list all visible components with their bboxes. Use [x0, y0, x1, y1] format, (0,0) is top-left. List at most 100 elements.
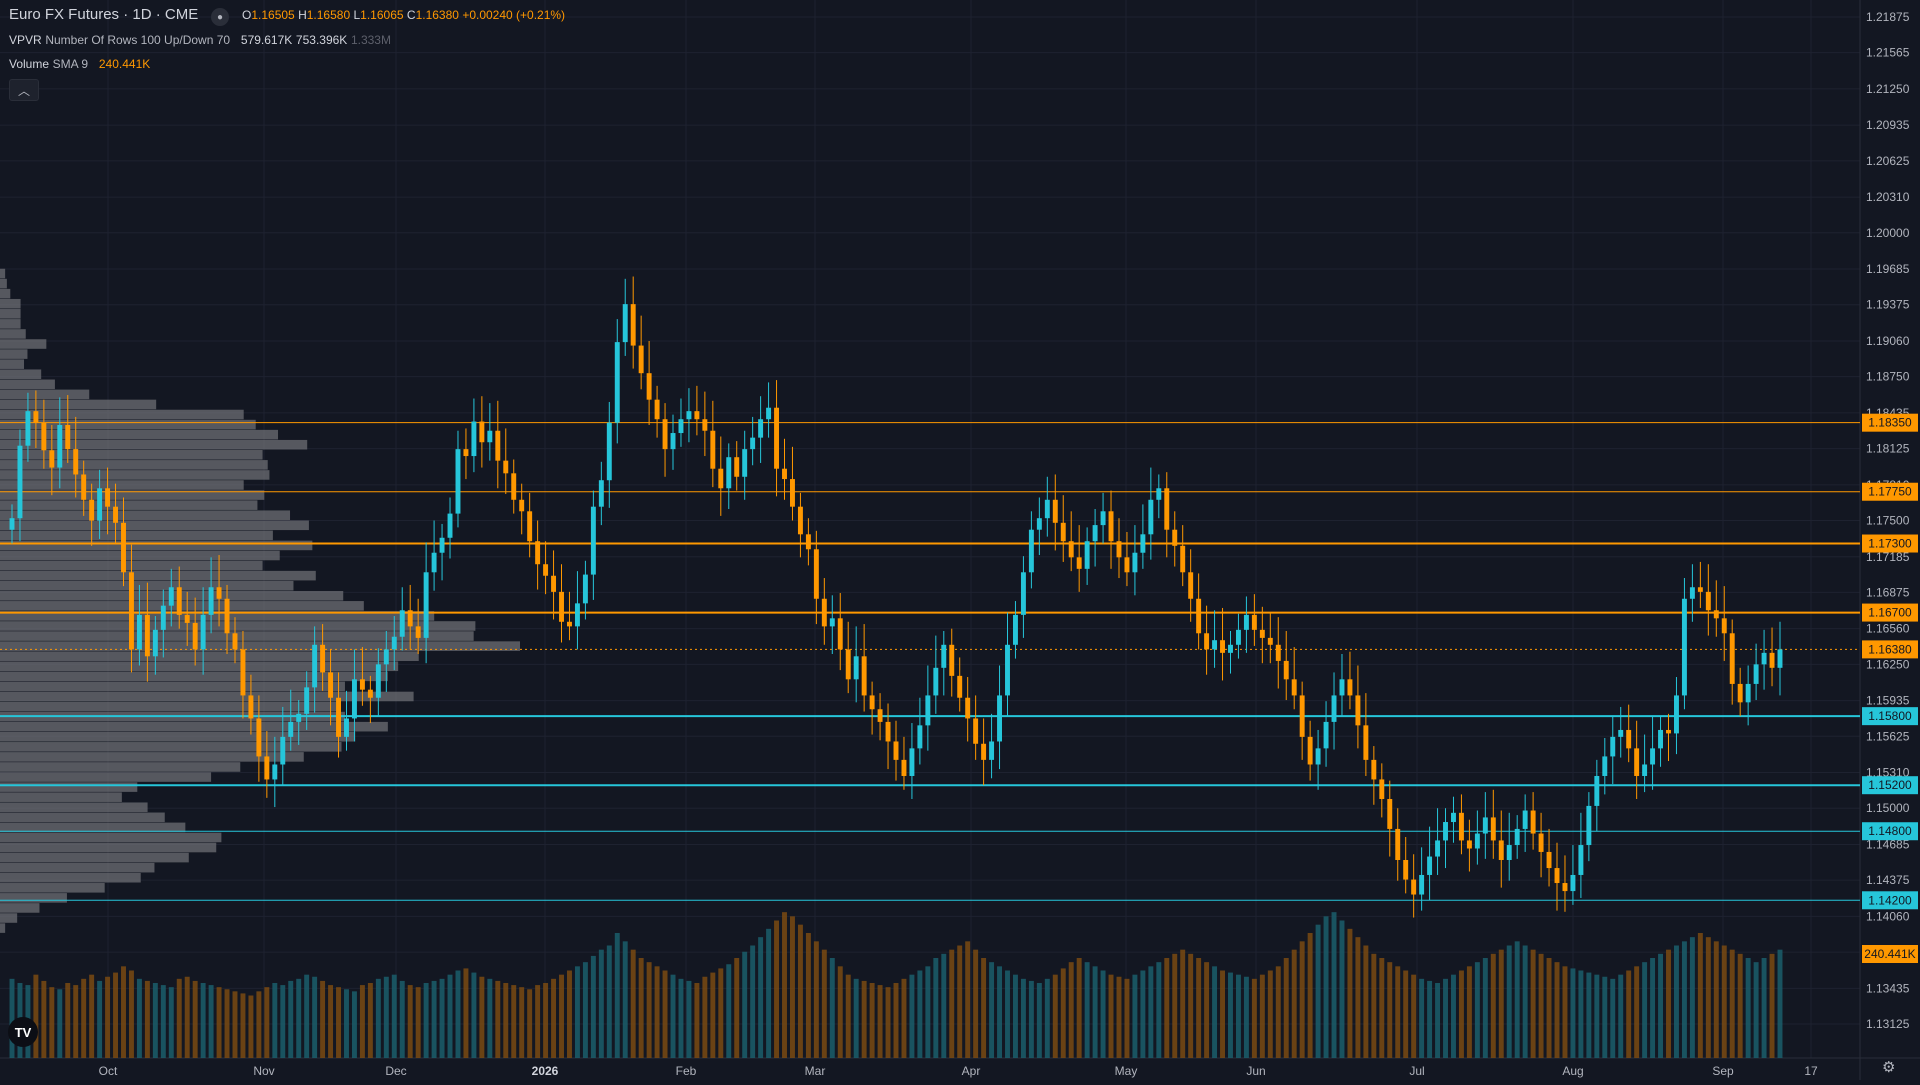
volume-profile-row: [0, 872, 141, 883]
candle-body: [25, 411, 31, 446]
volume-bar: [1514, 941, 1520, 1058]
tradingview-logo[interactable]: TV: [8, 1017, 38, 1047]
volume-bar: [1323, 916, 1329, 1058]
candle-body: [1745, 683, 1751, 703]
volume-bar: [97, 980, 103, 1058]
volume-name[interactable]: Volume: [9, 57, 50, 71]
time-tick-label: Sep: [1712, 1064, 1734, 1078]
close-label: C: [406, 8, 416, 22]
volume-bar: [407, 985, 413, 1058]
volume-profile-row: [0, 268, 6, 279]
volume-profile-row: [0, 369, 42, 380]
price-tick-label: 1.16250: [1866, 657, 1910, 671]
volume-profile-row: [0, 893, 67, 903]
time-axis[interactable]: Oct Nov Dec 2026 Feb Mar Apr May Jun Jul Aug Sep 17: [99, 1064, 1818, 1078]
ohlc-legend: O1.16505 H1.16580 L1.16065 C1.16380 +0.0…: [242, 6, 565, 24]
volume-bar: [1132, 974, 1138, 1058]
volume-bar: [503, 983, 509, 1058]
eye-icon[interactable]: ●: [211, 8, 229, 26]
volume-bar: [105, 976, 111, 1058]
volume-last-label: 240.441K: [1864, 947, 1915, 961]
volume-bar: [264, 987, 270, 1058]
vpvr-name[interactable]: VPVR: [9, 33, 42, 47]
volume-profile-row: [0, 671, 388, 682]
volume-bar: [1458, 970, 1464, 1058]
volume-bar: [1451, 974, 1456, 1058]
candle-body: [766, 407, 772, 420]
vpvr-legend[interactable]: VPVR Number Of Rows 100 Up/Down 70 579.6…: [9, 31, 391, 49]
candle-body: [789, 479, 795, 507]
candle-body: [1602, 756, 1608, 776]
volume-bar: [622, 941, 628, 1058]
volume-profile-row: [0, 580, 294, 591]
candle-body: [144, 614, 150, 657]
time-tick-label: 17: [1804, 1064, 1818, 1078]
volume-bar: [288, 980, 294, 1058]
volume-bar: [1403, 970, 1409, 1058]
vpvr-value-3: 1.333M: [350, 33, 391, 47]
candle-body: [559, 591, 564, 622]
volume-bar: [1538, 953, 1544, 1058]
volume-profile-row: [0, 470, 270, 480]
volume-bar: [821, 949, 827, 1058]
candle-body: [1458, 812, 1464, 841]
volume-bar: [1642, 962, 1648, 1058]
volume-bar: [527, 989, 533, 1058]
candle-body: [89, 499, 95, 521]
volume-legend[interactable]: Volume SMA 9 240.441K: [9, 55, 150, 73]
candle-body: [272, 764, 278, 780]
symbol-title[interactable]: Euro FX Futures · 1D · CME: [9, 6, 199, 23]
candle-body: [391, 636, 397, 650]
candle-body: [877, 709, 883, 722]
candle-body: [113, 506, 119, 523]
price-axis[interactable]: 1.21875 1.21565 1.21250 1.20935 1.20625 1.203…: [1862, 10, 1918, 1031]
volume-profile-row: [0, 601, 364, 611]
volume-bar: [1108, 974, 1114, 1058]
volume-profile-row: [0, 691, 414, 702]
candle-body: [1124, 557, 1130, 573]
candle-body: [479, 421, 485, 443]
volume-bar: [1618, 974, 1624, 1058]
volume-bar: [750, 945, 756, 1058]
volume-bar: [1395, 966, 1401, 1058]
volume-bar: [1466, 966, 1472, 1058]
vpvr-value-2: 753.396K: [295, 33, 348, 47]
volume-bar: [519, 987, 525, 1058]
volume-bar: [1188, 953, 1194, 1058]
chevron-up-icon[interactable]: ︿: [9, 79, 39, 101]
vpvr-params: Number Of Rows 100 Up/Down 70: [45, 33, 231, 47]
volume-bar: [1570, 968, 1576, 1058]
volume-bar: [128, 970, 134, 1058]
time-tick-label: Feb: [676, 1064, 697, 1078]
volume-bar: [65, 983, 71, 1058]
volume-bar: [49, 987, 55, 1058]
price-tick-label: 1.20625: [1866, 154, 1910, 168]
volume-profile-row: [0, 319, 21, 329]
candle-body: [495, 430, 501, 461]
candle-body: [97, 488, 103, 521]
volume-bar: [813, 941, 819, 1058]
gear-icon[interactable]: ⚙: [1882, 1059, 1896, 1076]
volume-bar: [1769, 953, 1775, 1058]
price-level-label-bg: [1862, 891, 1918, 910]
symbol-legend[interactable]: Euro FX Futures · 1D · CME: [9, 6, 198, 24]
volume-bar: [1530, 949, 1536, 1058]
volume-bar: [248, 995, 254, 1058]
candle-body: [1196, 598, 1202, 634]
volume-bar: [113, 972, 119, 1058]
price-tick-label: 1.18750: [1866, 370, 1910, 384]
candle-body: [646, 373, 652, 400]
volume-bar: [1578, 970, 1584, 1058]
price-level-label-bg: [1862, 822, 1918, 841]
volume-profile-row: [0, 278, 7, 289]
candle-body: [9, 518, 15, 530]
volume-bar: [638, 958, 644, 1058]
candle-body: [638, 345, 644, 374]
price-tick-label: 1.19060: [1866, 334, 1910, 348]
volume-bar: [981, 958, 987, 1058]
volume-profile-row: [0, 701, 339, 712]
volume-profile-row: [0, 439, 308, 450]
volume-bar: [567, 970, 572, 1058]
